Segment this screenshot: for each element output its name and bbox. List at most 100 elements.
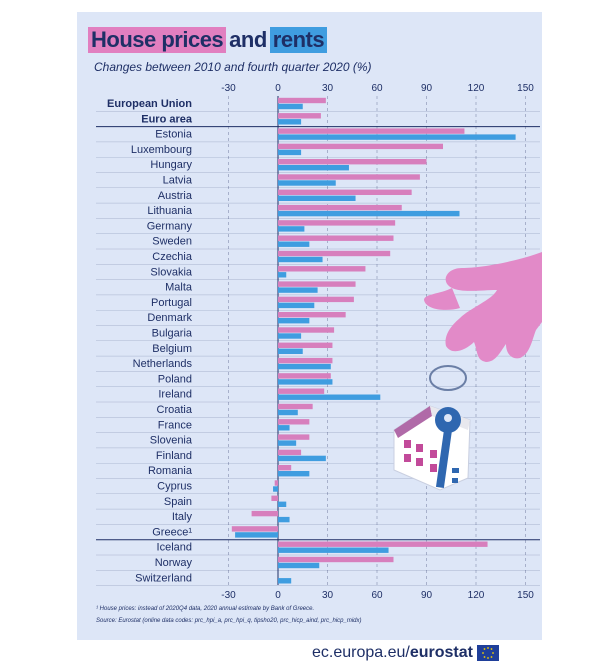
bar-rents bbox=[278, 348, 303, 354]
tick-label-top: 150 bbox=[517, 83, 534, 94]
eu-flag-icon bbox=[476, 645, 499, 661]
bar-rents bbox=[278, 318, 310, 324]
bar-house-prices bbox=[278, 449, 302, 456]
category-label: Slovenia bbox=[150, 435, 193, 447]
bar-rents bbox=[278, 333, 302, 339]
bar-house-prices bbox=[278, 250, 391, 257]
bar-house-prices bbox=[278, 204, 402, 211]
bar-house-prices bbox=[278, 159, 427, 165]
bar-rents bbox=[278, 210, 460, 217]
tick-label-top: 60 bbox=[371, 83, 383, 94]
category-label: Malta bbox=[165, 282, 193, 294]
title-house-prices: House prices bbox=[88, 27, 227, 53]
tick-label-top: 0 bbox=[275, 83, 281, 94]
category-label: Belgium bbox=[152, 343, 192, 355]
footer-brand: eurostat bbox=[409, 644, 473, 661]
bar-rents bbox=[278, 363, 331, 370]
category-label: Estonia bbox=[155, 129, 193, 141]
bar-house-prices bbox=[278, 266, 366, 272]
chart-subtitle: Changes between 2010 and fourth quarter … bbox=[94, 60, 372, 74]
category-label: Denmark bbox=[147, 312, 192, 324]
category-label: Portugal bbox=[151, 297, 192, 309]
tick-label-bottom: 120 bbox=[468, 590, 485, 601]
bar-rents bbox=[278, 195, 356, 201]
bar-rents bbox=[278, 578, 292, 584]
title-and: and bbox=[229, 27, 267, 52]
bar-house-prices bbox=[271, 495, 278, 501]
bar-rents bbox=[278, 394, 381, 400]
bar-rents bbox=[278, 149, 302, 156]
bar-rents bbox=[278, 180, 336, 186]
bar-house-prices bbox=[231, 526, 278, 532]
bar-house-prices bbox=[278, 97, 326, 104]
bar-house-prices bbox=[278, 128, 465, 134]
category-label: Finland bbox=[156, 450, 192, 462]
bar-rents bbox=[278, 425, 290, 431]
tick-label-bottom: 30 bbox=[322, 590, 334, 601]
bar-house-prices bbox=[278, 296, 354, 303]
bar-rents bbox=[278, 562, 320, 569]
category-label: Norway bbox=[155, 557, 193, 569]
title-rents: rents bbox=[269, 27, 328, 53]
category-label: Poland bbox=[158, 373, 192, 385]
bar-rents bbox=[278, 501, 287, 507]
key-illustration bbox=[435, 407, 461, 488]
category-label: Latvia bbox=[163, 175, 193, 187]
tick-label-bottom: 150 bbox=[517, 590, 534, 601]
bar-rents bbox=[278, 547, 389, 553]
bar-house-prices bbox=[278, 327, 335, 333]
bar-rents bbox=[278, 409, 298, 416]
key-hand-illustration bbox=[393, 252, 542, 491]
top-axis-ticks: -30 0 30 60 90 120 150 bbox=[221, 83, 534, 94]
category-label: Croatia bbox=[157, 404, 193, 416]
key-ring-illustration bbox=[429, 365, 467, 391]
category-label: France bbox=[158, 419, 192, 431]
tick-label-top: 30 bbox=[322, 83, 334, 94]
hand-illustration bbox=[445, 252, 542, 362]
bar-house-prices bbox=[278, 113, 321, 119]
bar-house-prices bbox=[278, 434, 310, 440]
bar-house-prices bbox=[278, 556, 394, 563]
category-label: Germany bbox=[147, 220, 193, 232]
bar-house-prices bbox=[278, 541, 488, 547]
bar-rents bbox=[278, 455, 326, 462]
bar-rents bbox=[235, 532, 278, 538]
bar-house-prices bbox=[278, 281, 356, 287]
category-label: Hungary bbox=[150, 159, 192, 171]
category-label: Switzerland bbox=[135, 572, 192, 584]
category-label: Czechia bbox=[152, 251, 193, 263]
tick-label-bottom: -30 bbox=[221, 590, 236, 601]
bar-rents bbox=[278, 134, 516, 140]
category-label: Luxembourg bbox=[131, 144, 192, 156]
category-label: Italy bbox=[172, 511, 193, 523]
bar-rents bbox=[278, 302, 315, 309]
bar-rents bbox=[278, 241, 310, 247]
bar-house-prices bbox=[274, 480, 278, 486]
bar-house-prices bbox=[278, 403, 313, 410]
bar-rents bbox=[273, 486, 278, 492]
category-label: Spain bbox=[164, 496, 192, 508]
footer-url[interactable]: ec.europa.eu/ bbox=[312, 644, 410, 661]
tick-label-bottom: 60 bbox=[371, 590, 383, 601]
category-label: Romania bbox=[148, 465, 193, 477]
bar-rents bbox=[278, 119, 302, 125]
category-label: Bulgaria bbox=[152, 328, 193, 340]
category-label: Greece¹ bbox=[152, 526, 192, 538]
category-label: European Union bbox=[107, 98, 192, 110]
bar-house-prices bbox=[278, 143, 443, 150]
bar-rents bbox=[278, 272, 287, 278]
bar-rents bbox=[278, 440, 297, 446]
bar-house-prices bbox=[278, 174, 420, 180]
footer[interactable]: ec.europa.eu/ eurostat bbox=[312, 644, 499, 662]
source-note: Source: Eurostat (online data codes: prc… bbox=[96, 618, 362, 624]
bar-rents bbox=[278, 103, 303, 110]
bar-house-prices bbox=[278, 312, 346, 318]
tick-label-top: 120 bbox=[468, 83, 485, 94]
category-label: Netherlands bbox=[133, 358, 193, 370]
category-label: Austria bbox=[158, 190, 193, 202]
bar-house-prices bbox=[278, 388, 325, 394]
category-label: Ireland bbox=[158, 389, 192, 401]
bar-rents bbox=[278, 471, 310, 477]
category-label: Iceland bbox=[157, 542, 192, 554]
